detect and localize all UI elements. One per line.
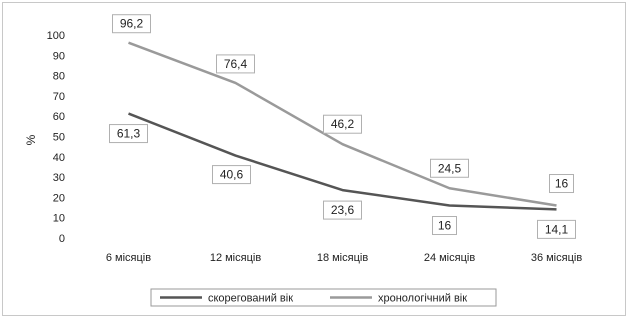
series-line-2 [128, 41, 557, 207]
y-tick-label: 80 [53, 71, 65, 83]
legend-entry: скорегований вік [208, 293, 293, 305]
legend-entry: хронологічний вік [378, 293, 467, 305]
data-label: 23,6 [331, 203, 355, 217]
y-tick-label: 0 [59, 233, 65, 245]
y-tick-label: 70 [53, 91, 65, 103]
x-tick-label: 36 місяців [531, 252, 582, 264]
data-label-box [323, 200, 362, 220]
y-tick-label: 60 [53, 111, 65, 123]
data-label-box [432, 216, 457, 236]
data-label-box [430, 158, 469, 178]
data-label: 96,2 [120, 17, 144, 31]
data-label: 24,5 [438, 161, 462, 175]
data-label-box [549, 174, 574, 194]
data-label-box [216, 54, 255, 74]
data-label-box [212, 165, 251, 185]
legend: скорегований вік хронологічний вік [150, 288, 497, 307]
y-tick-label: 20 [53, 192, 65, 204]
x-tick-label: 18 місяців [317, 252, 368, 264]
data-label: 46,2 [331, 117, 355, 131]
y-tick-label: 90 [53, 50, 65, 62]
y-tick-label: 100 [47, 30, 65, 42]
data-label: 14,1 [545, 222, 569, 236]
x-tick-label: 12 місяців [210, 252, 261, 264]
data-label-box [537, 219, 576, 239]
y-tick-label: 10 [53, 213, 65, 225]
data-label: 61,3 [117, 127, 141, 141]
data-label: 40,6 [220, 168, 244, 182]
series-line-1 [128, 112, 557, 211]
data-label-box [323, 114, 362, 134]
y-tick-label: 40 [53, 152, 65, 164]
y-tick-label: 30 [53, 172, 65, 184]
y-tick-label: 50 [53, 132, 65, 144]
data-label-box [109, 124, 148, 144]
legend-box [150, 288, 497, 307]
data-label-box [112, 14, 151, 34]
data-label: 16 [555, 177, 569, 191]
chart-frame [2, 2, 626, 316]
y-axis-label: % [24, 134, 38, 145]
data-label: 76,4 [224, 57, 248, 71]
x-tick-label: 6 місяців [106, 252, 151, 264]
data-label: 16 [438, 219, 452, 233]
x-tick-label: 24 місяців [424, 252, 475, 264]
